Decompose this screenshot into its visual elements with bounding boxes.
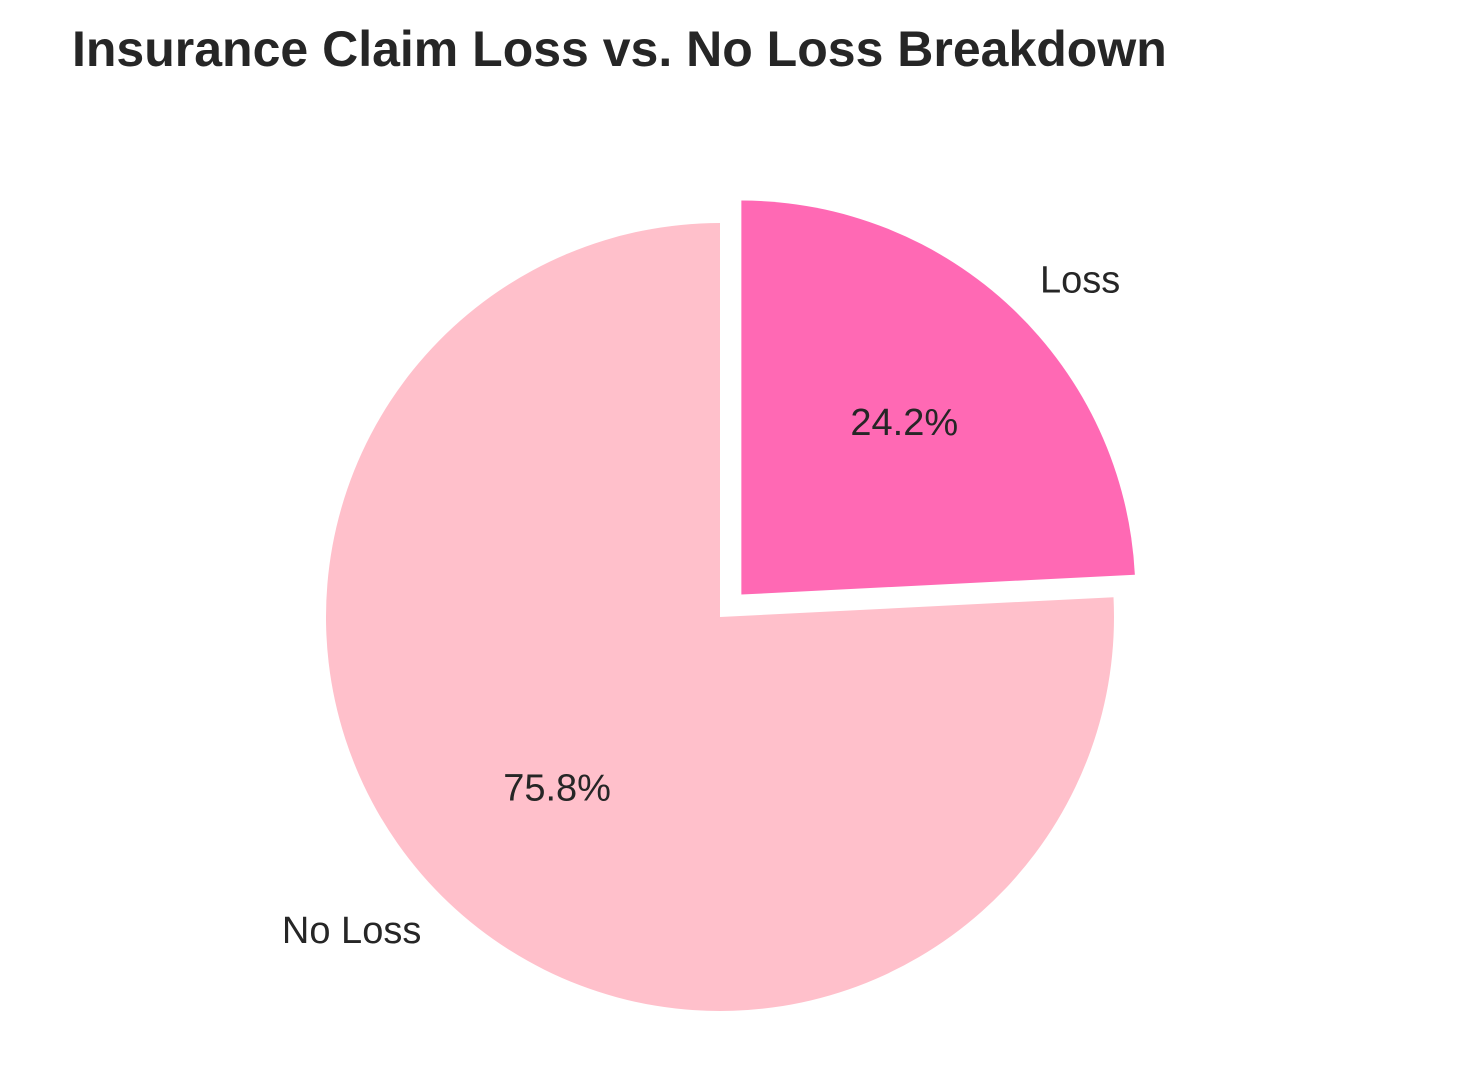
- pct-label-no-loss: 75.8%: [503, 767, 611, 809]
- pie-slice-no-loss: [326, 223, 1114, 1011]
- slice-label-no-loss: No Loss: [282, 910, 421, 952]
- pct-label-loss: 24.2%: [850, 402, 958, 444]
- slice-label-loss: Loss: [1040, 259, 1120, 301]
- pie-slice-loss: [741, 200, 1135, 595]
- chart-title: Insurance Claim Loss vs. No Loss Breakdo…: [72, 21, 1167, 77]
